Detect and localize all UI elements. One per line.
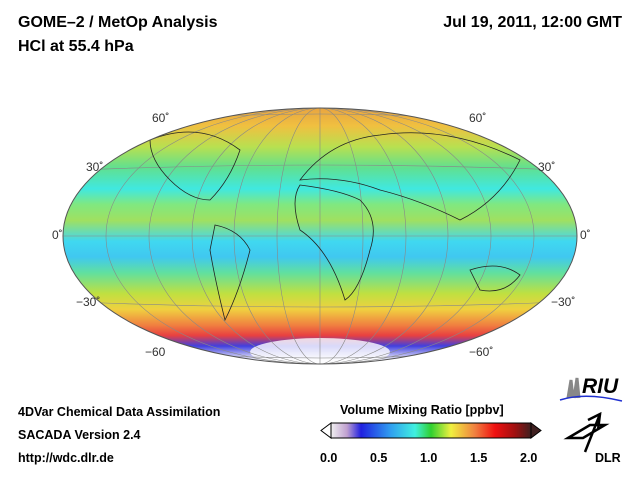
lat-label-right-60: 60˚ bbox=[469, 111, 487, 125]
lat-label-left-minus60: −60 bbox=[145, 345, 166, 359]
coastlines bbox=[149, 131, 521, 322]
lat-label-right-minus30: −30˚ bbox=[551, 295, 576, 309]
colorbar-min-arrow bbox=[320, 422, 332, 439]
footer-url[interactable]: http://wdc.dlr.de bbox=[18, 451, 114, 465]
footer-line2: SACADA Version 2.4 bbox=[18, 428, 141, 442]
lat-label-left-0: 0˚ bbox=[52, 228, 63, 242]
lat-label-left-minus30: −30˚ bbox=[76, 295, 101, 309]
footer-line1: 4DVar Chemical Data Assimilation bbox=[18, 405, 221, 419]
map-title: GOME–2 / MetOp Analysis bbox=[18, 14, 218, 31]
map-subtitle: HCl at 55.4 hPa bbox=[18, 38, 134, 55]
colorbar-title: Volume Mixing Ratio [ppbv] bbox=[340, 403, 504, 417]
colorbar-tick-2: 1.0 bbox=[420, 451, 438, 465]
colorbar-max-arrow bbox=[530, 422, 542, 439]
lat-label-right-minus60: −60˚ bbox=[469, 345, 494, 359]
lat-label-left-30: 30˚ bbox=[86, 160, 104, 174]
map-datetime: Jul 19, 2011, 12:00 GMT bbox=[443, 14, 622, 31]
riu-logo bbox=[559, 377, 623, 402]
colorbar-tick-1: 0.5 bbox=[370, 451, 388, 465]
riu-logo-text: RIU bbox=[582, 375, 619, 398]
lat-label-right-0: 0˚ bbox=[580, 228, 591, 242]
colorbar-tick-0: 0.0 bbox=[320, 451, 338, 465]
colorbar-tick-3: 1.5 bbox=[470, 451, 488, 465]
colorbar-tick-4: 2.0 bbox=[520, 451, 538, 465]
dlr-logo bbox=[563, 411, 610, 453]
lat-label-right-30: 30˚ bbox=[538, 160, 556, 174]
colorbar-bar bbox=[330, 422, 532, 439]
dlr-logo-text: DLR bbox=[595, 451, 621, 465]
lat-label-left-60: 60˚ bbox=[152, 111, 170, 125]
map-outline bbox=[62, 107, 578, 365]
